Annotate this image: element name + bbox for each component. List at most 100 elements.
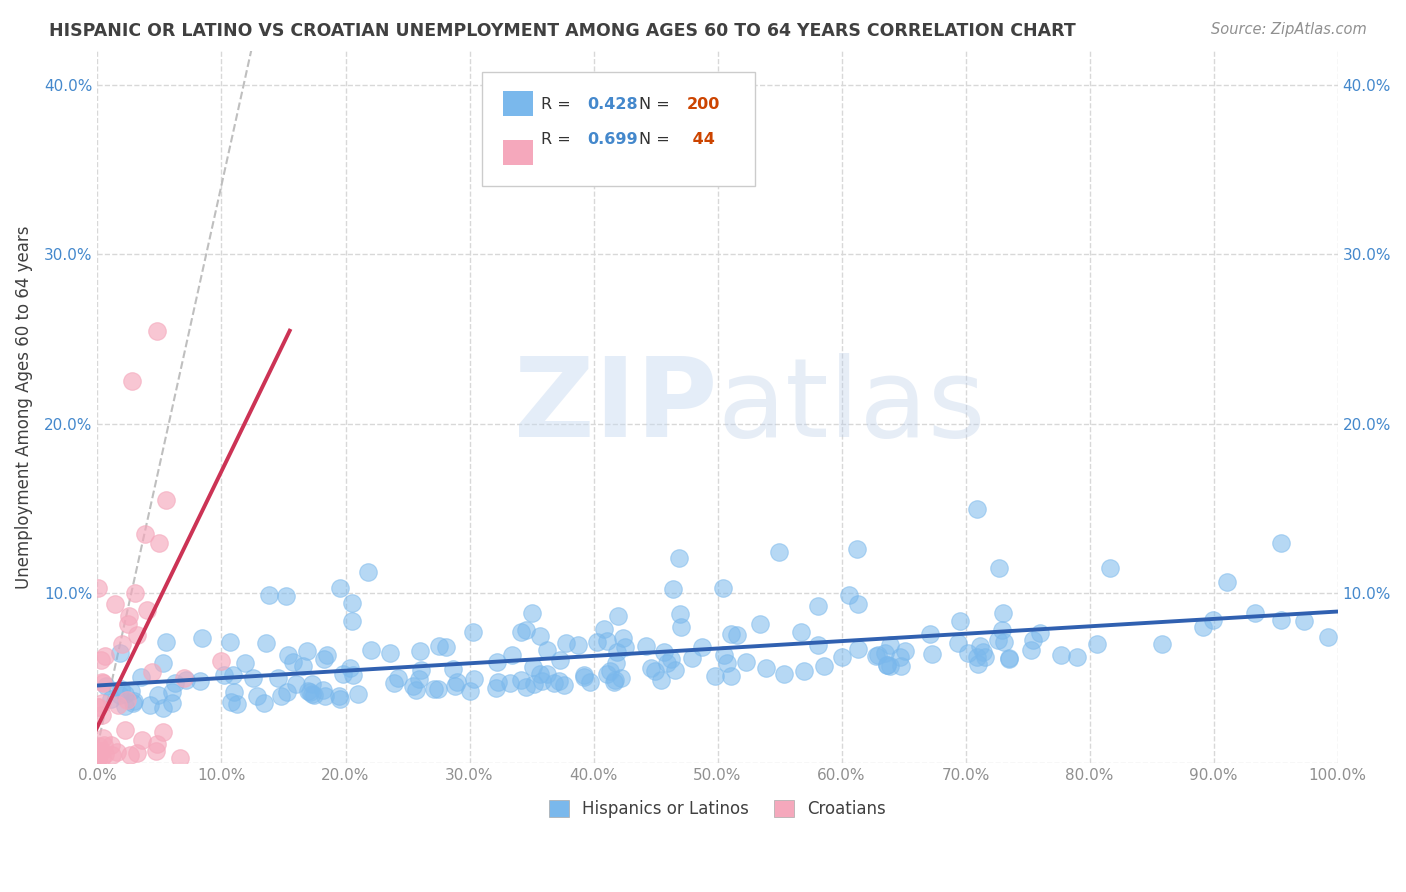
Point — [91, 749, 114, 764]
Point — [382, 676, 405, 690]
Point — [443, 679, 465, 693]
Point — [191, 631, 214, 645]
Point — [110, 688, 132, 702]
Point — [463, 672, 485, 686]
Point — [613, 640, 636, 654]
Point — [773, 667, 796, 681]
Point — [599, 664, 621, 678]
Point — [969, 640, 991, 654]
Point — [299, 685, 322, 699]
Point — [160, 684, 183, 698]
Point — [100, 738, 122, 752]
Point — [90, 696, 112, 710]
Text: HISPANIC OR LATINO VS CROATIAN UNEMPLOYMENT AMONG AGES 60 TO 64 YEARS CORRELATIO: HISPANIC OR LATINO VS CROATIAN UNEMPLOYM… — [49, 22, 1076, 40]
Point — [291, 658, 314, 673]
Point — [121, 696, 143, 710]
Point — [301, 687, 323, 701]
Point — [876, 657, 898, 672]
Point — [312, 651, 335, 665]
Point — [91, 675, 114, 690]
Point — [114, 699, 136, 714]
Point — [768, 545, 790, 559]
Point — [90, 744, 112, 758]
Point — [865, 648, 887, 663]
Point — [124, 694, 146, 708]
Point — [222, 667, 245, 681]
Point — [297, 644, 319, 658]
Point — [409, 644, 432, 658]
Point — [226, 698, 249, 712]
Point — [586, 635, 609, 649]
Point — [427, 681, 450, 696]
Point — [93, 739, 115, 753]
Point — [146, 737, 169, 751]
Point — [948, 614, 970, 628]
Point — [522, 660, 544, 674]
Point — [866, 648, 889, 662]
Text: Source: ZipAtlas.com: Source: ZipAtlas.com — [1211, 22, 1367, 37]
Point — [529, 667, 551, 681]
Point — [339, 661, 361, 675]
Point — [87, 739, 110, 754]
Point — [967, 657, 990, 671]
Point — [547, 673, 569, 688]
Point — [644, 664, 666, 678]
Point — [1150, 637, 1173, 651]
Point — [134, 527, 156, 541]
Point — [690, 640, 713, 654]
Point — [357, 566, 380, 580]
Point — [669, 607, 692, 621]
Point — [790, 625, 813, 640]
Point — [536, 642, 558, 657]
Point — [155, 635, 177, 649]
Point — [332, 667, 354, 681]
Point — [652, 645, 675, 659]
Point — [606, 645, 628, 659]
Point — [276, 684, 298, 698]
Point — [725, 627, 748, 641]
Point — [1050, 648, 1073, 663]
Point — [141, 665, 163, 679]
Point — [921, 647, 943, 661]
Point — [94, 648, 117, 663]
Y-axis label: Unemployment Among Ages 60 to 64 years: Unemployment Among Ages 60 to 64 years — [15, 225, 32, 589]
Point — [755, 661, 778, 675]
Point — [174, 673, 197, 688]
Point — [103, 597, 125, 611]
Point — [340, 596, 363, 610]
Point — [606, 608, 628, 623]
Point — [127, 628, 149, 642]
Point — [107, 698, 129, 712]
Point — [259, 588, 281, 602]
Point — [510, 624, 533, 639]
Point — [515, 623, 537, 637]
Point — [890, 658, 912, 673]
Point — [918, 626, 941, 640]
Point — [405, 682, 427, 697]
Point — [276, 589, 298, 603]
Point — [218, 635, 240, 649]
Point — [972, 645, 994, 659]
Point — [105, 745, 128, 759]
Point — [846, 642, 869, 657]
Point — [876, 657, 898, 672]
Point — [165, 676, 187, 690]
Point — [458, 684, 481, 698]
Point — [793, 665, 815, 679]
Text: ZIP: ZIP — [515, 353, 717, 460]
Point — [993, 635, 1015, 649]
Point — [342, 667, 364, 681]
Point — [87, 747, 110, 761]
Point — [879, 638, 901, 652]
Text: N =: N = — [640, 96, 675, 112]
Point — [277, 648, 299, 663]
Point — [875, 646, 897, 660]
Point — [146, 688, 169, 702]
Point — [1316, 630, 1339, 644]
Point — [879, 659, 901, 673]
Point — [486, 674, 509, 689]
Point — [893, 644, 915, 658]
Point — [120, 748, 142, 763]
Point — [342, 615, 364, 629]
Point — [536, 666, 558, 681]
